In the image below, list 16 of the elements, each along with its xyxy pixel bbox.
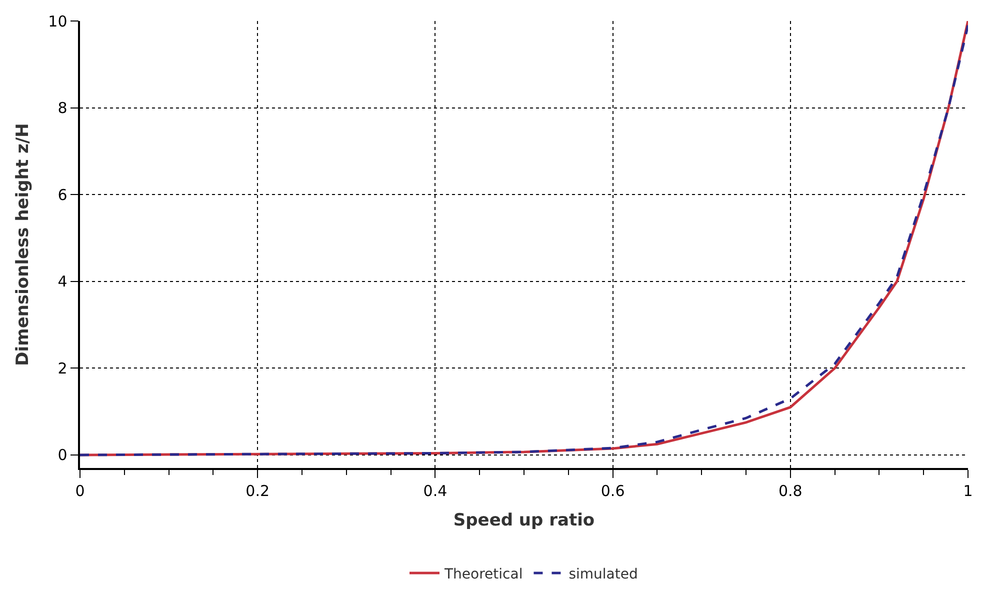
x-tick-label: 0.4 (423, 482, 448, 500)
x-tick-label: 0.2 (246, 482, 270, 500)
y-tick-label: 2 (58, 359, 68, 378)
legend-label: Theoretical (444, 566, 523, 582)
x-axis-title: Speed up ratio (453, 510, 595, 531)
legend-label: simulated (568, 566, 638, 582)
x-tick-label: 1 (963, 482, 973, 500)
y-axis-title: Dimensionless height z/H (13, 123, 34, 366)
y-tick-label: 6 (58, 186, 68, 204)
x-tick-label: 0.8 (778, 482, 802, 500)
y-tick-label: 4 (58, 272, 68, 291)
x-tick-label: 0.6 (600, 482, 625, 500)
x-tick-label: 0 (75, 482, 85, 500)
y-tick-label: 10 (48, 12, 68, 30)
y-tick-label: 0 (58, 446, 68, 464)
y-tick-label: 8 (58, 99, 68, 118)
